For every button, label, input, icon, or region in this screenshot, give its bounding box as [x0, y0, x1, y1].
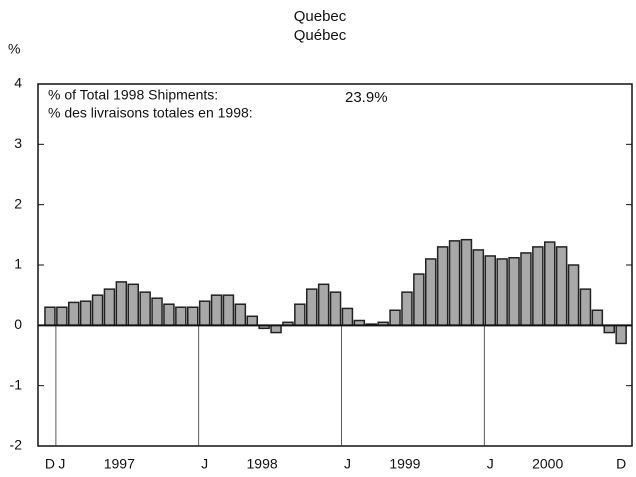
bar	[187, 306, 199, 327]
bar	[603, 324, 615, 334]
bar	[163, 303, 175, 327]
bar	[198, 300, 211, 327]
bar	[567, 264, 580, 327]
bar	[496, 258, 508, 327]
bar	[544, 241, 556, 327]
x-tick-label: J	[201, 456, 208, 472]
bar	[56, 306, 68, 327]
y-tick-label: -1	[10, 376, 23, 392]
y-tick-label: 2	[14, 195, 22, 211]
bar	[306, 288, 318, 327]
bar	[413, 273, 425, 327]
y-tick-label: 1	[14, 256, 22, 272]
year-label: 1999	[389, 456, 420, 472]
bar	[210, 294, 223, 327]
bar	[317, 283, 330, 327]
x-tick-label: J	[344, 456, 351, 472]
bar	[532, 246, 544, 327]
bar	[139, 291, 151, 327]
bar	[127, 283, 139, 327]
bar	[401, 291, 413, 327]
bar	[615, 324, 627, 345]
bar	[103, 288, 116, 327]
y-tick-label: 3	[14, 135, 22, 151]
annotation: % of Total 1998 Shipments:	[48, 87, 218, 103]
y-tick-label: 4	[14, 75, 22, 91]
bar	[329, 291, 342, 327]
bar	[389, 309, 401, 327]
bar	[472, 249, 485, 327]
bar	[555, 246, 568, 327]
bar	[115, 281, 128, 327]
bar	[222, 294, 235, 327]
bar	[79, 300, 92, 327]
bar	[425, 258, 437, 327]
y-axis-label: %	[8, 41, 20, 57]
bar	[508, 257, 520, 327]
bar	[579, 288, 592, 327]
bar	[68, 301, 80, 327]
bar	[520, 252, 532, 327]
share-label: 23.9%	[345, 89, 388, 106]
bar	[175, 306, 187, 327]
x-tick-label: D	[45, 456, 55, 472]
bar	[44, 306, 56, 327]
y-tick-label: 0	[14, 316, 22, 332]
bar	[270, 324, 282, 334]
year-label: 2000	[532, 456, 563, 472]
chart-subtitle: Québec	[294, 27, 347, 44]
bar	[591, 309, 604, 327]
bar	[234, 303, 247, 327]
bar	[91, 294, 104, 327]
bar	[151, 297, 163, 327]
chart-title: Quebec	[294, 8, 347, 25]
bar	[436, 246, 449, 327]
x-tick-label: J	[487, 456, 494, 472]
year-label: 1997	[104, 456, 135, 472]
y-tick-label: -2	[10, 437, 23, 453]
bar	[294, 303, 306, 327]
x-tick-label: J	[58, 456, 65, 472]
bar	[460, 238, 473, 327]
bar	[484, 255, 496, 327]
bar	[246, 315, 258, 327]
year-label: 1998	[247, 456, 278, 472]
bar	[448, 240, 461, 327]
x-tick-label: D	[616, 456, 626, 472]
bar	[341, 307, 354, 327]
annotation: % des livraisons totales en 1998:	[48, 105, 253, 121]
